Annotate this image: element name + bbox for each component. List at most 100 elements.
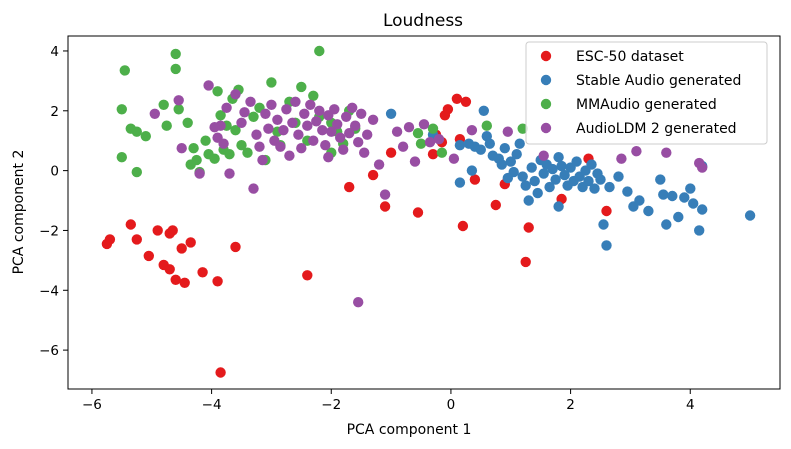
data-point <box>424 137 436 148</box>
data-point <box>544 181 555 193</box>
data-point <box>149 108 160 120</box>
data-point <box>266 99 277 111</box>
data-point <box>439 110 451 121</box>
legend-label: ESC-50 dataset <box>576 49 684 65</box>
data-point <box>293 129 304 140</box>
data-point <box>338 144 349 155</box>
plot-frame <box>67 35 781 390</box>
data-point <box>314 105 325 117</box>
data-point <box>221 102 232 114</box>
x-tick-label: −2 <box>321 397 341 413</box>
data-point <box>643 205 654 217</box>
data-point <box>631 146 642 157</box>
data-point <box>131 166 142 178</box>
data-point <box>332 119 343 130</box>
data-point <box>182 117 193 128</box>
legend-marker <box>540 74 552 86</box>
data-point <box>586 159 597 170</box>
data-point <box>520 256 531 268</box>
data-point <box>379 201 391 212</box>
data-point <box>230 125 241 136</box>
data-point <box>622 186 633 197</box>
data-point <box>131 126 142 137</box>
data-point <box>257 154 268 166</box>
data-point <box>251 129 262 140</box>
data-point <box>218 138 229 149</box>
data-point <box>185 237 196 248</box>
data-point <box>520 180 531 191</box>
data-point <box>176 143 187 154</box>
y-axis-ticks: −6 −4 −2 0 2 4 <box>39 44 68 359</box>
data-point <box>275 141 286 152</box>
data-point <box>236 140 247 151</box>
data-point <box>634 195 645 206</box>
data-point <box>475 144 486 155</box>
data-point <box>538 150 549 161</box>
legend-marker <box>540 50 552 62</box>
legend-marker <box>540 122 552 134</box>
data-point <box>188 143 199 154</box>
data-point <box>454 177 466 188</box>
data-point <box>523 222 534 233</box>
data-point <box>547 163 558 175</box>
data-point <box>308 90 319 102</box>
legend-label: Stable Audio generated <box>576 73 741 89</box>
data-point <box>433 134 445 145</box>
data-point <box>260 108 271 120</box>
data-point <box>272 114 283 126</box>
data-point <box>356 108 367 120</box>
x-axis-ticks: −6 −4 −2 0 2 4 <box>82 389 695 413</box>
data-point <box>248 183 259 194</box>
data-point <box>359 147 370 158</box>
data-point <box>499 143 510 154</box>
data-point <box>263 123 274 134</box>
data-point <box>335 132 346 143</box>
data-point <box>179 277 190 288</box>
data-point <box>176 243 187 254</box>
data-point <box>290 96 301 108</box>
data-point <box>140 131 151 142</box>
data-point <box>320 140 331 151</box>
data-point <box>353 297 364 308</box>
data-points-layer <box>101 45 756 378</box>
data-point <box>164 264 175 275</box>
data-point <box>305 99 316 111</box>
data-point <box>308 135 319 146</box>
data-point <box>353 137 364 148</box>
data-point <box>553 201 564 212</box>
data-point <box>344 181 355 193</box>
data-point <box>601 205 612 217</box>
data-point <box>341 111 352 123</box>
data-point <box>553 152 564 163</box>
data-point <box>125 219 136 230</box>
data-point <box>679 192 690 203</box>
x-tick-label: −4 <box>202 397 222 413</box>
data-point <box>230 241 241 253</box>
data-point <box>173 104 184 115</box>
data-point <box>209 153 220 164</box>
data-point <box>239 107 250 118</box>
x-tick-label: 4 <box>686 397 695 413</box>
data-point <box>215 110 226 121</box>
data-point <box>119 65 130 76</box>
data-point <box>454 140 466 151</box>
data-point <box>469 174 481 185</box>
data-point <box>224 149 235 160</box>
data-point <box>412 128 424 139</box>
data-point <box>538 168 549 179</box>
data-point <box>598 219 609 230</box>
data-point <box>104 234 116 245</box>
data-point <box>589 183 600 194</box>
data-point <box>170 48 181 60</box>
data-point <box>391 126 403 137</box>
data-point <box>173 95 184 106</box>
data-point <box>284 150 295 161</box>
data-point <box>230 89 241 100</box>
legend-label: AudioLDM 2 generated <box>576 121 737 137</box>
y-tick-label: −4 <box>39 283 59 299</box>
data-point <box>344 128 355 139</box>
data-point <box>505 156 516 167</box>
y-tick-label: −2 <box>39 223 59 239</box>
data-point <box>418 119 430 130</box>
y-axis-label: PCA component 2 <box>11 150 27 275</box>
